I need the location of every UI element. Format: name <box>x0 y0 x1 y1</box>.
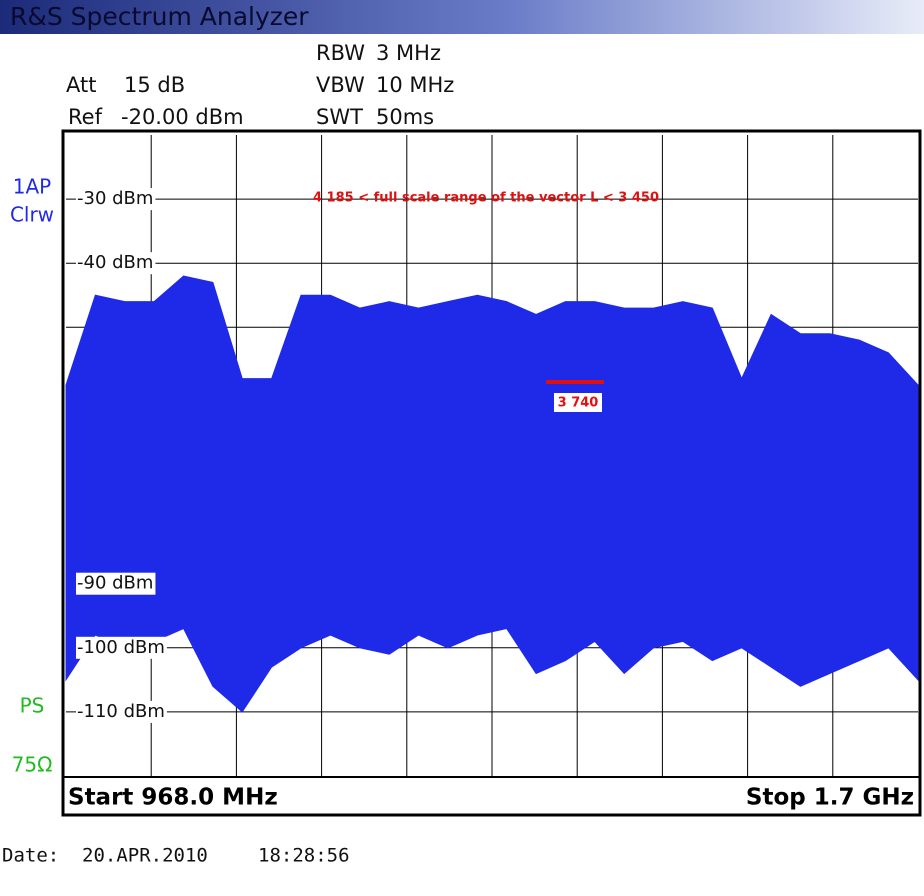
rbw-value: 3 MHz <box>376 41 441 65</box>
time: 18:28:56 <box>258 845 350 867</box>
y-tick-label: -30 dBm <box>77 188 153 209</box>
ref-label: Ref <box>68 105 103 129</box>
annotation-box <box>554 393 602 412</box>
tick-label-bg <box>76 700 167 723</box>
swt-value: 50ms <box>376 105 434 129</box>
rbw-label: RBW <box>316 41 365 65</box>
annotation-value: 3 740 <box>558 396 599 411</box>
tick-labels: -30 dBm -40 dBm -90 dBm -100 dBm -110 dBm <box>76 188 167 723</box>
y-tick-label: -90 dBm <box>77 573 153 594</box>
y-tick-label: -110 dBm <box>77 701 165 722</box>
att-label: Att <box>66 73 96 97</box>
trace-label: 1AP <box>13 175 51 199</box>
vbw-value: 10 MHz <box>376 73 454 97</box>
vbw-label: VBW <box>316 73 365 97</box>
date-label: Date: <box>2 845 59 867</box>
swt-label: SWT <box>316 105 363 129</box>
mode-label: Clrw <box>10 203 54 227</box>
ps-label: PS <box>20 694 45 718</box>
annotation: 4 185 < full scale range of the vector L… <box>313 191 659 206</box>
trace-band <box>65 275 919 713</box>
y-tick-label: -40 dBm <box>77 252 153 273</box>
title-bar <box>0 0 924 34</box>
tick-label-bg <box>76 572 156 595</box>
date: 20.APR.2010 <box>82 845 208 867</box>
tick-label-bg <box>76 252 156 275</box>
frame <box>61 129 922 817</box>
stop-freq: Stop 1.7 GHz <box>746 785 914 811</box>
att-value: 15 dB <box>124 73 185 97</box>
start-freq: Start 968.0 MHz <box>68 785 278 811</box>
trace <box>65 275 919 713</box>
tick-label-bg <box>76 188 156 211</box>
y-tick-label: -100 dBm <box>77 637 165 658</box>
impedance-label: 75Ω <box>12 753 53 777</box>
title: R&S Spectrum Analyzer <box>10 2 309 31</box>
ref-value: -20.00 dBm <box>121 105 244 129</box>
tick-label-bg <box>76 636 167 659</box>
